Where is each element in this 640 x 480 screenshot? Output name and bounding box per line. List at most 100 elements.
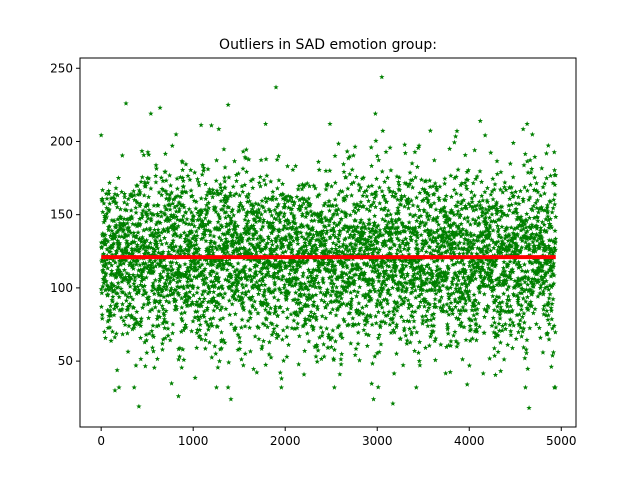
- scatter-point: [289, 283, 295, 289]
- scatter-point: [365, 279, 371, 285]
- scatter-point: [242, 182, 248, 188]
- scatter-point: [134, 182, 141, 189]
- scatter-point: [168, 252, 174, 258]
- scatter-point: [210, 315, 216, 321]
- scatter-point: [276, 227, 283, 233]
- scatter-point: [456, 316, 462, 322]
- scatter-point: [489, 267, 495, 273]
- scatter-point: [309, 292, 316, 298]
- scatter-point: [305, 233, 312, 239]
- scatter-point: [312, 247, 318, 253]
- scatter-point: [468, 250, 475, 256]
- scatter-point: [125, 294, 131, 300]
- scatter-point: [101, 200, 107, 206]
- scatter-point: [452, 245, 459, 251]
- scatter-point: [317, 218, 323, 224]
- scatter-point: [465, 177, 471, 183]
- scatter-point: [472, 316, 479, 322]
- scatter-point: [519, 244, 525, 250]
- scatter-point: [175, 265, 182, 271]
- scatter-point: [194, 330, 200, 336]
- scatter-point: [454, 343, 460, 349]
- scatter-point: [514, 232, 521, 238]
- scatter-point: [315, 347, 321, 353]
- scatter-point: [221, 197, 227, 203]
- scatter-point: [275, 213, 282, 219]
- scatter-point: [294, 262, 300, 268]
- scatter-point: [209, 244, 216, 250]
- scatter-point: [343, 213, 349, 219]
- scatter-point: [144, 301, 151, 307]
- scatter-point: [339, 188, 346, 194]
- scatter-point: [286, 245, 292, 251]
- scatter-point: [410, 314, 416, 320]
- scatter-point: [106, 287, 113, 293]
- scatter-point: [349, 166, 355, 172]
- scatter-point: [370, 241, 377, 248]
- scatter-point: [526, 405, 532, 411]
- scatter-point: [292, 163, 299, 169]
- scatter-point: [288, 210, 294, 216]
- scatter-point: [352, 241, 358, 247]
- scatter-point: [311, 249, 317, 255]
- scatter-point: [118, 314, 124, 320]
- scatter-point: [549, 301, 555, 307]
- scatter-point: [316, 191, 322, 197]
- scatter-point: [550, 270, 556, 276]
- scatter-point: [167, 217, 173, 223]
- scatter-point: [469, 195, 475, 201]
- scatter-point: [452, 304, 459, 310]
- scatter-point: [411, 324, 417, 330]
- scatter-point: [508, 328, 514, 334]
- scatter-point: [174, 216, 181, 222]
- scatter-point: [413, 194, 420, 200]
- scatter-point: [303, 243, 309, 249]
- scatter-point: [492, 334, 498, 340]
- scatter-point: [396, 182, 402, 188]
- scatter-point: [292, 226, 299, 232]
- scatter-point: [203, 196, 209, 202]
- scatter-point: [308, 248, 315, 254]
- scatter-point: [253, 252, 259, 258]
- scatter-point: [351, 278, 358, 284]
- scatter-point: [105, 318, 111, 324]
- scatter-point: [228, 273, 234, 279]
- scatter-point: [345, 279, 352, 285]
- scatter-point: [462, 236, 468, 242]
- scatter-point: [148, 210, 154, 216]
- scatter-point: [237, 200, 244, 206]
- scatter-point: [497, 315, 503, 321]
- scatter-point: [480, 208, 486, 214]
- scatter-point: [224, 197, 230, 203]
- plot-frame: [79, 57, 577, 428]
- scatter-point: [296, 197, 303, 203]
- scatter-point: [376, 287, 382, 293]
- scatter-point: [193, 246, 199, 252]
- scatter-point: [321, 234, 327, 241]
- scatter-point: [180, 271, 186, 277]
- scatter-point: [284, 198, 291, 204]
- scatter-point: [276, 228, 282, 234]
- scatter-point: [404, 271, 411, 277]
- scatter-point: [336, 299, 342, 305]
- scatter-point: [163, 277, 170, 283]
- scatter-point: [443, 272, 449, 278]
- scatter-point: [477, 268, 484, 274]
- scatter-point: [548, 237, 554, 243]
- scatter-point: [287, 277, 293, 284]
- scatter-point: [494, 293, 500, 299]
- scatter-point: [387, 144, 393, 150]
- scatter-point: [547, 172, 554, 179]
- scatter-point: [265, 301, 271, 307]
- scatter-point: [239, 183, 245, 189]
- scatter-point: [157, 273, 164, 279]
- scatter-point: [419, 262, 425, 268]
- scatter-point: [368, 242, 374, 248]
- scatter-point: [531, 280, 537, 286]
- scatter-point: [481, 281, 487, 287]
- scatter-point: [256, 336, 262, 342]
- scatter-point: [370, 251, 376, 257]
- scatter-point: [232, 224, 238, 230]
- scatter-point: [538, 282, 544, 288]
- scatter-point: [340, 261, 346, 267]
